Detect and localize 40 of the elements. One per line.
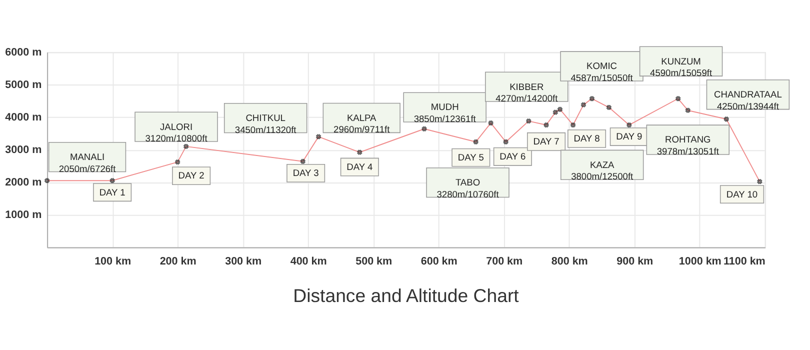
- annotation: DAY 8: [574, 134, 600, 144]
- text: Distance and Altitude Chart: [293, 285, 520, 306]
- y-tick-label: 5000 m: [5, 79, 42, 92]
- y-tick-label: 2000 m: [5, 176, 42, 189]
- x-tick-label: 600 km: [420, 255, 458, 268]
- y-tick-label: 4000 m: [5, 112, 42, 124]
- x-tick-label: 700 km: [486, 255, 523, 268]
- annotation: DAY 6: [500, 152, 526, 162]
- x-tick-label: 900 km: [616, 255, 654, 268]
- x-tick-label: 500 km: [356, 255, 392, 268]
- x-tick-label: 1000 km: [678, 255, 722, 268]
- annotation: DAY 1: [99, 187, 126, 198]
- annotation: CHANDRATAAL 4250m/13944ft: [714, 90, 782, 112]
- y-tick-label: 3000 m: [5, 144, 42, 156]
- x-tick-label: 100 km: [94, 255, 132, 268]
- annotation: KAZA 3800m/12500ft: [571, 160, 634, 182]
- x-tick-label: 800 km: [551, 255, 588, 268]
- x-tick-label: 300 km: [225, 255, 262, 268]
- y-tick-label: 6000 m: [5, 46, 42, 59]
- annotation: DAY 5: [458, 152, 484, 163]
- annotation: TABO 3280m/10760ft: [436, 177, 500, 200]
- annotation: DAY 4: [346, 162, 373, 172]
- annotation: MUDH 3850m/12361ft: [414, 102, 476, 124]
- annotation: DAY 9: [616, 132, 642, 142]
- annotation: KOMIC 4587m/15050ft: [570, 61, 634, 83]
- annotation: DAY 3: [292, 168, 319, 178]
- annotation: DAY 7: [533, 136, 560, 147]
- annotation: KIBBER 4270m/14200ft: [496, 82, 558, 104]
- x-tick-label: 400 km: [290, 255, 327, 268]
- annotation: CHITKUL 3450m/11320ft: [234, 112, 297, 135]
- annotation: JALORI 3120m/10800ft: [145, 122, 208, 144]
- annotation: KUNZUM 4590m/15059ft: [650, 56, 712, 78]
- annotation: DAY 10: [726, 189, 758, 200]
- annotation: KALPA 2960m/9711ft: [334, 112, 390, 135]
- y-tick-label: 1000 m: [5, 209, 42, 222]
- annotation: ROHTANG 3978m/13051ft: [656, 134, 720, 156]
- x-tick-label: 1100 km: [723, 255, 766, 268]
- annotation: MANALI 2050m/6726ft: [58, 152, 116, 174]
- annotation: DAY 2: [178, 170, 204, 181]
- x-tick-label: 200 km: [160, 255, 196, 268]
